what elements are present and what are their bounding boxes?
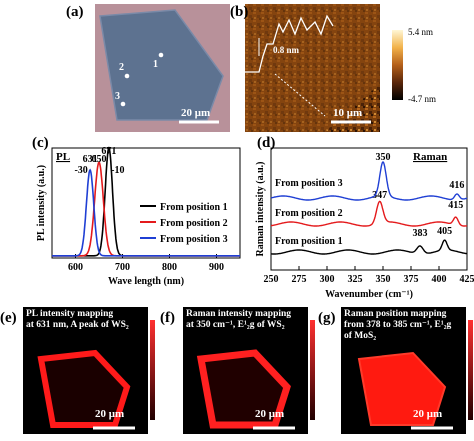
map-caption: Raman position mapping from 378 to 385 c… [344,309,451,342]
peak-label: -30 [74,165,87,176]
panel-g-label: (g) [318,310,336,326]
flake [99,9,224,121]
height-profile-trace [245,14,334,73]
panel-f-raman-intensity-map: Raman intensity mapping at 350 cm⁻¹, E¹₂… [183,307,308,434]
caption-line: at 350 cm⁻¹, E¹₂g of WS₂ [186,320,285,330]
optical-micrograph: 1 2 3 20 μm [95,4,230,132]
peak-label: 416 [449,180,464,191]
afm-flake-region [245,4,380,132]
peak-label: 405 [437,226,452,237]
x-tick-label: 250 [264,274,279,285]
map-caption: PL intensity mapping at 631 nm, A peak o… [26,309,129,331]
x-tick-label: 375 [404,274,419,285]
y-axis-label: Raman intensity (a.u.) [255,161,266,256]
x-tick-label: 900 [209,262,224,273]
corner-label: PL [56,151,70,163]
x-tick-label: 800 [162,262,177,273]
raman-position-map [357,351,453,430]
pl-series-line [52,168,240,257]
peak-label: 415 [448,200,463,211]
peak-label: 650 [92,154,107,165]
panel-f-label: (f) [160,310,175,326]
caption-line: Raman intensity mapping [186,309,292,319]
series-label: From position 3 [275,178,343,189]
series-label: From position 1 [275,236,343,247]
x-axis-label: Wavenumber (cm⁻¹) [325,289,413,300]
legend-label: From position 1 [160,202,228,213]
position-1-label: 1 [153,59,158,70]
raman-series-line [270,239,468,255]
caption-line: PL intensity mapping [26,309,114,319]
x-tick-label: 325 [348,274,363,285]
panel-b-afm-image: 0.8 nm 10 μm [245,4,380,132]
peak-label: -10 [111,165,124,176]
raman-chart: 250 275 300 325 350 375 400 425 Wavenumber (cm⁻¹… [255,147,474,300]
colorbar-max-label: 5.4 nm [408,27,434,37]
caption-line: Raman position mapping [344,309,447,319]
position-3-marker [120,101,126,107]
height-label: 0.8 nm [273,45,300,55]
raman-series-line [270,161,468,201]
corner-label: Raman [413,151,447,163]
afm-topography: 0.8 nm 10 μm [245,4,380,132]
pl-chart: 600 700 800 900 Wave length (nm) PL intensity… [36,146,241,287]
x-tick-label: 300 [320,274,335,285]
x-tick-label: 350 [376,274,391,285]
flake-edge-map [37,349,131,428]
profile-line [274,73,326,117]
colorbar-min-label: -4.7 nm [408,94,436,104]
flake-filled-map [357,351,447,426]
position-2-label: 2 [119,62,124,73]
scale-bar-label: 10 μm [333,107,362,119]
panel-d-label: (d) [257,135,276,151]
map-colorbar-e [150,320,155,420]
panel-g-raman-position-map: Raman position mapping from 378 to 385 c… [341,307,466,434]
map-colorbar-f [310,320,315,420]
plot-frame [270,147,468,271]
peak-label: 671 [101,146,116,157]
afm-colorbar [392,30,403,100]
panel-a-optical-image: 1 2 3 20 μm [95,4,230,132]
map-colorbar-g [468,320,473,420]
pl-intensity-map [37,349,135,430]
caption-line: of MoS₂ [344,331,377,341]
legend-label: From position 3 [160,234,228,245]
x-tick-label: 400 [432,274,447,285]
x-axis-label: Wave length (nm) [108,276,184,287]
panel-a-label: (a) [66,4,84,20]
caption-line: at 631 nm, A peak of WS₂ [26,320,129,330]
plot-frame [51,147,241,259]
position-1-marker [158,52,164,58]
panel-c-label: (c) [32,135,49,151]
scale-bar-label: 20 μm [413,408,443,420]
peak-label: 347 [372,190,387,201]
x-tick-label: 600 [68,262,83,273]
y-axis-label: PL intensity (a.u.) [36,165,47,241]
peak-label: 383 [412,228,427,239]
x-tick-label: 275 [292,274,307,285]
position-3-label: 3 [115,91,120,102]
panel-b-label: (b) [230,4,249,20]
raman-intensity-map [196,349,295,430]
scale-bar-label: 20 μm [95,408,125,420]
scale-bar-label: 20 μm [255,408,285,420]
position-2-marker [124,73,130,79]
legend-label: From position 2 [160,218,228,229]
x-tick-label: 700 [115,262,130,273]
series-label: From position 2 [275,208,343,219]
panel-e-pl-map: PL intensity mapping at 631 nm, A peak o… [23,307,148,434]
peak-label: 350 [376,152,391,163]
caption-line: from 378 to 385 cm⁻¹, E¹₂g [344,320,452,330]
flake-edge-map [196,349,291,429]
raman-series-line [270,200,468,227]
x-tick-label: 425 [460,274,474,285]
map-caption: Raman intensity mapping at 350 cm⁻¹, E¹₂… [186,309,291,331]
scale-bar-label: 20 μm [181,107,210,119]
panel-e-label: (e) [0,310,17,326]
peak-label: 631 [83,154,98,165]
